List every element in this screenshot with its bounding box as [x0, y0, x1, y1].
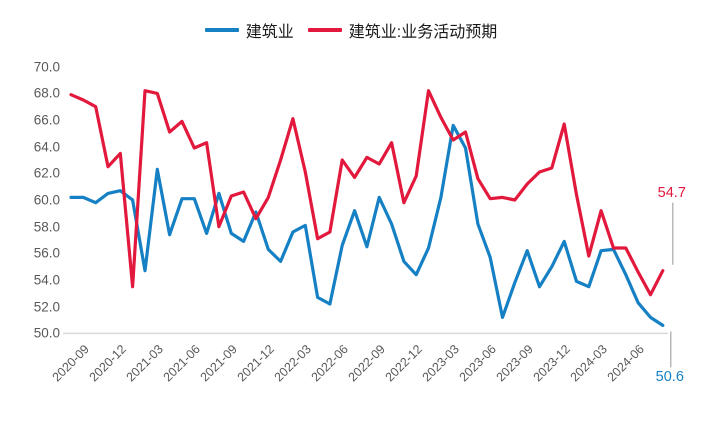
- legend-item-construction: 建筑业: [204, 18, 294, 42]
- y-tick-label: 54.0: [33, 272, 60, 288]
- y-tick-label: 62.0: [33, 165, 60, 181]
- y-tick-label: 68.0: [33, 85, 60, 101]
- y-tick-label: 66.0: [33, 112, 60, 128]
- y-tick-label: 64.0: [33, 139, 60, 155]
- y-tick-label: 52.0: [33, 299, 60, 315]
- end-value-label-expectation: 54.7: [657, 184, 686, 201]
- blue-line-swatch-icon: [204, 28, 239, 32]
- red-line-swatch-icon: [307, 28, 342, 32]
- y-tick-label: 56.0: [33, 245, 60, 261]
- legend-label-construction: 建筑业: [245, 24, 294, 41]
- legend-item-expectation: 建筑业:业务活动预期: [307, 18, 498, 42]
- chart-legend: 建筑业 建筑业:业务活动预期: [0, 18, 702, 42]
- construction-pmi-line: [69, 123, 665, 327]
- y-tick-label: 70.0: [33, 59, 60, 75]
- y-tick-label: 50.0: [33, 325, 60, 341]
- end-value-label-construction: 50.6: [655, 369, 684, 386]
- business-expectation-line: [69, 89, 665, 297]
- legend-label-expectation: 建筑业:业务活动预期: [348, 24, 498, 41]
- y-tick-label: 58.0: [33, 219, 60, 235]
- y-tick-label: 60.0: [33, 192, 60, 208]
